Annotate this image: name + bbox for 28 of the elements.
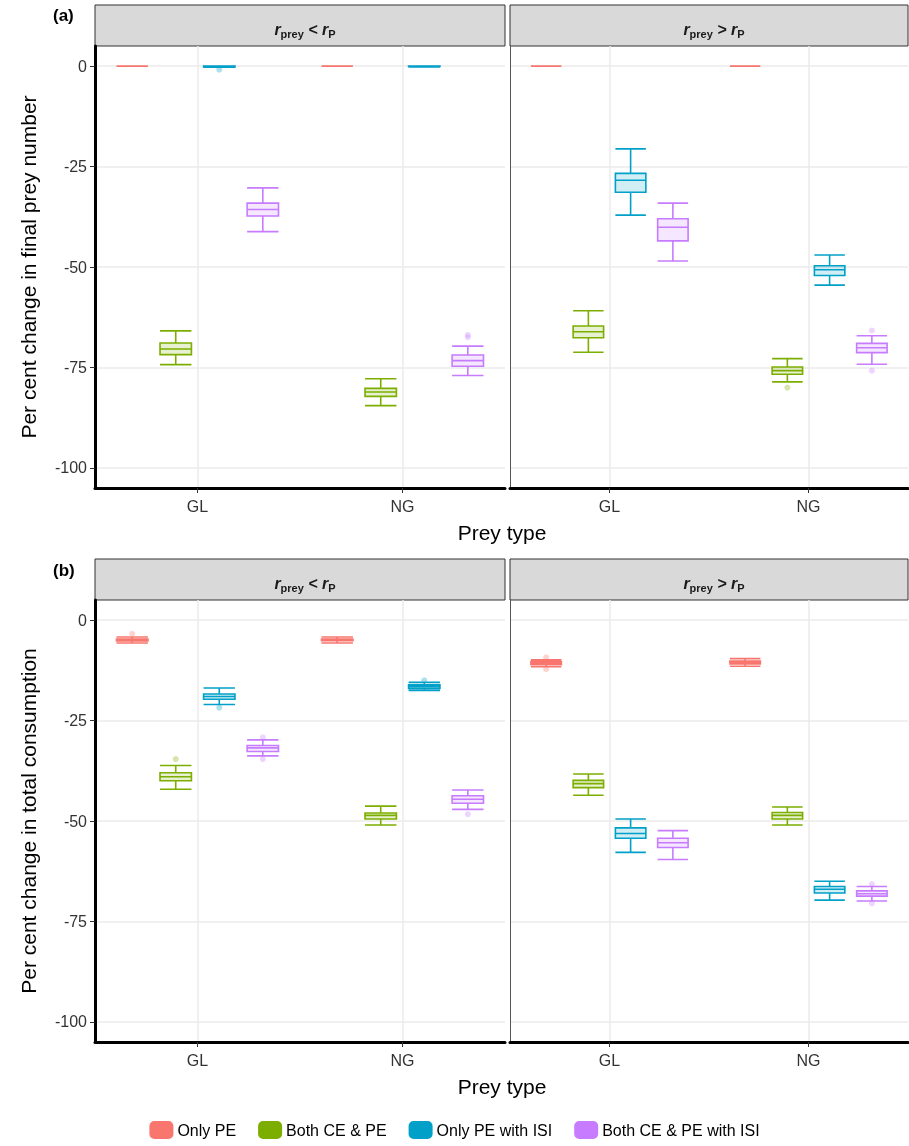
y-tick-label: -75: [63, 358, 88, 376]
y-tick-label: -50: [63, 812, 88, 830]
legend-label: Both CE & PE: [286, 1121, 387, 1139]
legend-label: Only PE with ISI: [436, 1121, 553, 1139]
y-tick-label: -25: [63, 712, 88, 730]
x-tick-label: NG: [796, 1051, 821, 1069]
x-tick-label: NG: [796, 497, 821, 515]
y-axis-title: Per cent change in final prey number: [17, 95, 40, 439]
y-axis-title: Per cent change in total consumption: [17, 648, 40, 994]
text: (b): [53, 561, 75, 580]
y-tick-label: -75: [63, 912, 88, 930]
x-tick-label: NG: [390, 1051, 415, 1069]
x-tick-label: GL: [598, 1051, 621, 1069]
y-tick-label: -100: [54, 459, 88, 477]
x-tick-label: GL: [186, 1051, 209, 1069]
legend-label: Both CE & PE with ISI: [602, 1121, 760, 1139]
x-axis-title: Prey type: [457, 1074, 547, 1098]
y-tick-label: -25: [63, 158, 88, 176]
legend-label: Only PE: [177, 1121, 237, 1139]
y-tick-label: 0: [78, 57, 88, 75]
text: (a): [53, 6, 74, 25]
y-tick-label: -100: [54, 1013, 88, 1031]
y-tick-label: 0: [78, 611, 88, 629]
x-tick-label: GL: [598, 497, 621, 515]
y-tick-label: -50: [63, 258, 88, 276]
x-axis-title: Prey type: [457, 520, 547, 544]
x-tick-label: GL: [186, 497, 209, 515]
x-tick-label: NG: [390, 497, 415, 515]
